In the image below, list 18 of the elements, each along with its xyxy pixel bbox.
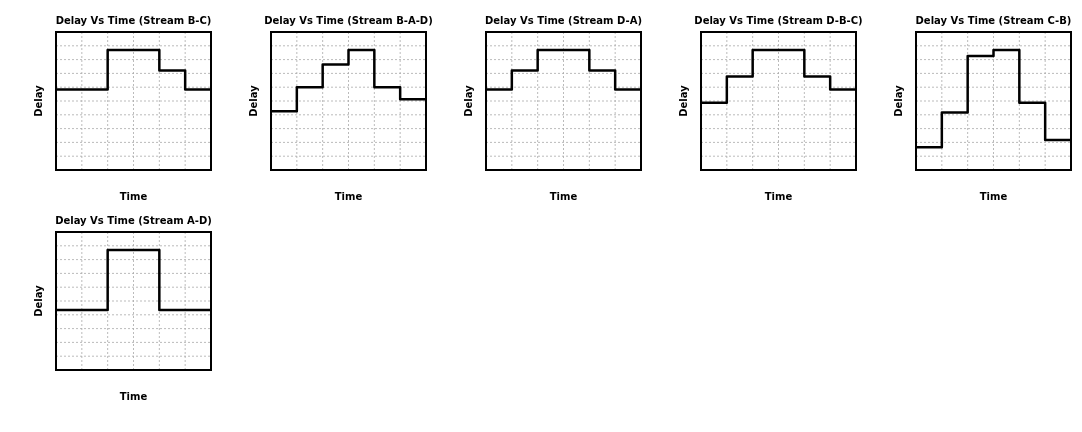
chart-title: Delay Vs Time (Stream D-A) xyxy=(485,15,642,26)
y-axis-title: Delay xyxy=(678,84,689,117)
y-axis-title: Delay xyxy=(33,284,44,317)
chart-title: Delay Vs Time (Stream B-C) xyxy=(55,15,212,26)
x-axis-title: Time xyxy=(549,191,578,202)
x-axis-title: Time xyxy=(334,191,363,202)
x-axis-title: Time xyxy=(764,191,793,202)
x-axis-title: Time xyxy=(979,191,1008,202)
x-axis-title: Time xyxy=(119,391,148,402)
chart-title: Delay Vs Time (Stream A-D) xyxy=(55,215,212,226)
chart-title: Delay Vs Time (Stream B-A-D) xyxy=(264,15,433,26)
y-axis-title: Delay xyxy=(33,84,44,117)
chart-title: Delay Vs Time (Stream C-B) xyxy=(915,15,1072,26)
y-axis-title: Delay xyxy=(248,84,259,117)
y-axis-title: Delay xyxy=(893,84,904,117)
y-axis-title: Delay xyxy=(463,84,474,117)
chart-title: Delay Vs Time (Stream D-B-C) xyxy=(694,15,863,26)
x-axis-title: Time xyxy=(119,191,148,202)
